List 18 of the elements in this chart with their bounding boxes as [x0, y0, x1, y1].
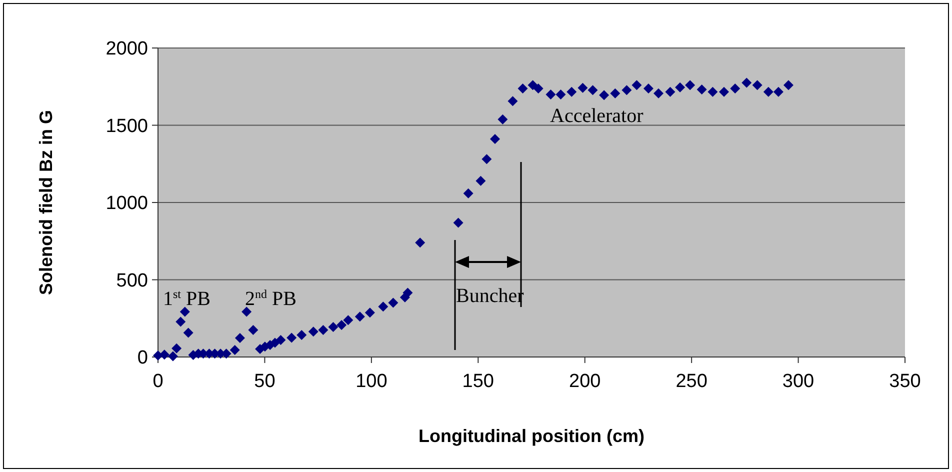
y-tick-label: 2000 [106, 38, 148, 60]
x-tick-label: 200 [569, 371, 601, 392]
x-tick-label: 300 [782, 371, 814, 392]
x-tick-label: 150 [462, 371, 494, 392]
x-tick-label: 350 [889, 371, 921, 392]
annotation: Accelerator [550, 105, 644, 127]
annotation: 1$^{st}$ PB [163, 287, 210, 310]
x-tick-label: 50 [254, 371, 276, 392]
x-tick-label: 0 [152, 371, 164, 392]
y-tick-label: 1000 [106, 193, 148, 214]
x-axis-title: Longitudinal position (cm) [418, 426, 644, 446]
y-tick-label: 0 [137, 348, 148, 369]
x-tick-label: 250 [676, 371, 708, 392]
annotation: 2$^{nd}$ PB [245, 287, 296, 310]
x-tick-label: 100 [356, 371, 388, 392]
y-axis-title: Solenoid field Bz in G [36, 110, 56, 296]
y-tick-label: 1500 [106, 116, 148, 137]
y-tick-label: 500 [116, 270, 148, 292]
